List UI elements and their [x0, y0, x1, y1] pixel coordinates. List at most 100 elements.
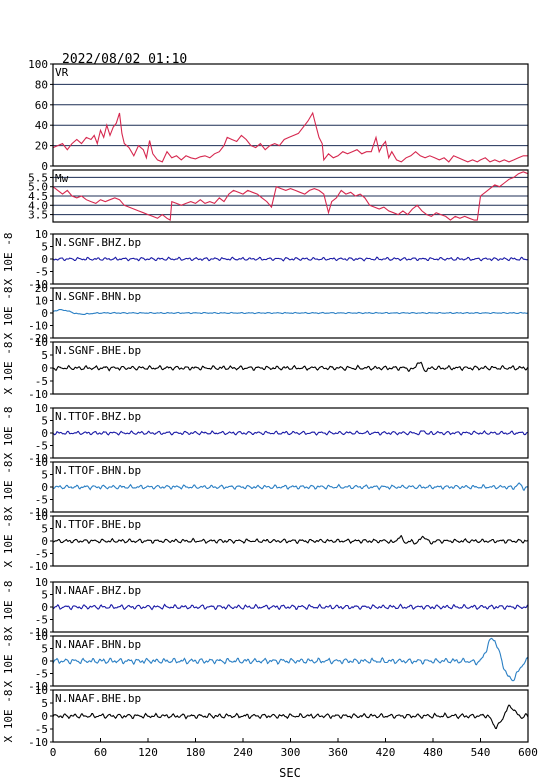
panel-frame — [52, 407, 529, 459]
panel-label: N.NAAF.BHE.bp — [55, 692, 141, 705]
panel-frame — [52, 581, 529, 633]
y-tick-label: -10 — [28, 278, 48, 291]
series-line — [52, 482, 529, 492]
y-tick-label: -5 — [35, 266, 48, 279]
y-tick-label: -10 — [28, 736, 48, 749]
x-tick-label: 180 — [186, 746, 206, 759]
y-axis-label: X 10E -8 — [2, 515, 15, 568]
panel-label: VR — [55, 66, 69, 79]
panel-label: N.TTOF.BHZ.bp — [55, 410, 141, 423]
y-tick-label: -5 — [35, 440, 48, 453]
y-tick-label: -5 — [35, 494, 48, 507]
y-tick-label: 10 — [35, 510, 48, 523]
y-tick-label: 10 — [35, 576, 48, 589]
panel-label: N.TTOF.BHN.bp — [55, 464, 141, 477]
y-axis-label: X 10E -8 — [2, 342, 15, 395]
y-tick-label: 20 — [35, 282, 48, 295]
panel-label: N.SGNF.BHZ.bp — [55, 236, 141, 249]
y-tick-label: 0 — [41, 601, 48, 614]
series-line — [52, 361, 529, 373]
x-axis-label: SEC — [279, 766, 301, 780]
y-tick-label: 0 — [41, 535, 48, 548]
y-axis-label: X 10E -8 — [2, 461, 15, 514]
y-tick-label: -10 — [28, 388, 48, 401]
y-tick-label: 10 — [35, 630, 48, 643]
panel-0: 0 20 40 60 80 100 VR — [28, 58, 529, 173]
y-tick-label: 5.0 — [28, 181, 48, 194]
panel-label: Mw — [55, 172, 69, 185]
y-tick-label: 5 — [41, 349, 48, 362]
panel-label: N.NAAF.BHN.bp — [55, 638, 141, 651]
figure-title: 2022/08/02 01:10 — [62, 52, 187, 67]
y-tick-label: 5 — [41, 241, 48, 254]
y-tick-label: 0 — [41, 160, 48, 173]
y-axis-label: X 10E -8 — [2, 581, 15, 634]
y-tick-label: -5 — [35, 668, 48, 681]
panel-frame — [52, 635, 529, 687]
x-tick-label: 480 — [423, 746, 443, 759]
y-tick-label: -10 — [28, 626, 48, 639]
y-tick-label: -20 — [28, 332, 48, 345]
y-tick-label: -5 — [35, 614, 48, 627]
series-line — [52, 111, 528, 163]
y-tick-label: 5 — [41, 469, 48, 482]
x-tick-label: 600 — [518, 746, 538, 759]
y-tick-label: -5 — [35, 375, 48, 388]
y-tick-label: 5 — [41, 643, 48, 656]
panel-label: N.SGNF.BHN.bp — [55, 290, 141, 303]
panel-frame — [52, 169, 529, 223]
y-tick-label: 40 — [35, 119, 48, 132]
y-tick-label: 5 — [41, 589, 48, 602]
y-tick-label: 3.5 — [28, 209, 48, 222]
y-tick-label: 10 — [35, 402, 48, 415]
y-tick-label: -10 — [28, 452, 48, 465]
y-axis-label: X 10E -8 — [2, 635, 15, 688]
y-tick-label: 0 — [41, 427, 48, 440]
y-tick-label: 80 — [35, 78, 48, 91]
panel-frame — [52, 63, 529, 167]
y-tick-label: 0 — [41, 307, 48, 320]
x-tick-label: 360 — [328, 746, 348, 759]
panel-frame — [52, 233, 529, 285]
series-line — [52, 704, 529, 730]
x-tick-label: 60 — [94, 746, 107, 759]
y-axis-label: X 10E -8 — [2, 233, 15, 286]
y-tick-label: -10 — [28, 320, 48, 333]
y-axis-label: X 10E -8 — [2, 690, 15, 743]
panel-frame — [52, 515, 529, 567]
x-tick-label: 300 — [281, 746, 301, 759]
y-tick-label: 20 — [35, 140, 48, 153]
panel-label: N.TTOF.BHE.bp — [55, 518, 141, 531]
y-tick-label: 0 — [41, 362, 48, 375]
x-tick-label: 420 — [376, 746, 396, 759]
series-line — [52, 171, 529, 221]
y-tick-label: 0 — [41, 481, 48, 494]
series-line — [52, 430, 529, 436]
panel-frame — [52, 287, 529, 339]
y-tick-label: 4.5 — [28, 190, 48, 203]
series-line — [52, 637, 529, 682]
x-tick-label: 240 — [233, 746, 253, 759]
y-tick-label: 0 — [41, 710, 48, 723]
y-tick-label: -5 — [35, 723, 48, 736]
y-tick-label: -10 — [28, 560, 48, 573]
panel-frame — [52, 341, 529, 395]
y-tick-label: 5.5 — [28, 171, 48, 184]
panel-frame — [52, 461, 529, 513]
panel-1: 3.54.04.55.05.5 Mw — [28, 169, 529, 223]
y-tick-label: 5 — [41, 523, 48, 536]
x-tick-label: 0 — [50, 746, 57, 759]
series-line — [52, 534, 529, 545]
x-axis: 0 60 120 180 240 300 360 420 480 540 600 — [50, 738, 538, 759]
y-tick-label: 5 — [41, 697, 48, 710]
y-tick-label: -10 — [28, 680, 48, 693]
y-tick-label: 100 — [28, 58, 48, 71]
y-tick-label: -5 — [35, 548, 48, 561]
y-axis-label: X 10E -8 — [2, 407, 15, 460]
y-tick-label: 4.0 — [28, 199, 48, 212]
